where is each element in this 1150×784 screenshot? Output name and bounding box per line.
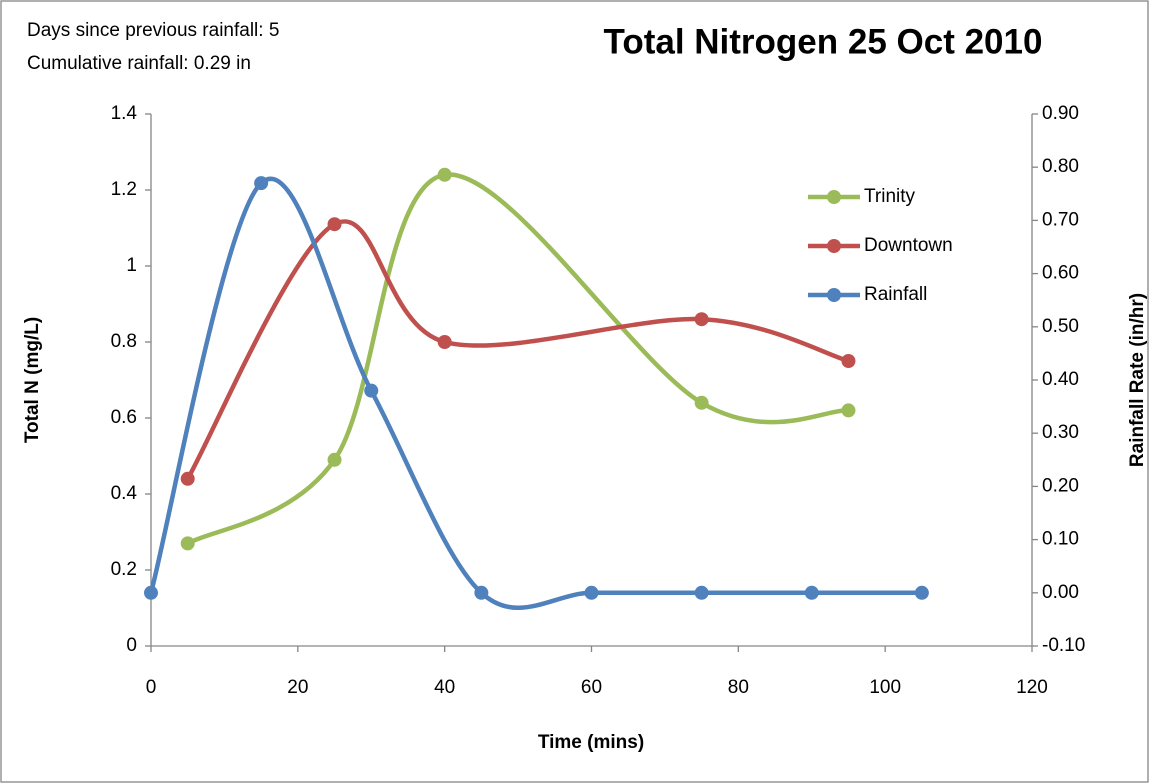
data-point xyxy=(144,585,158,600)
annotation: Days since previous rainfall: 5 xyxy=(27,20,279,41)
chart-title: Total Nitrogen 25 Oct 2010 xyxy=(604,22,1043,61)
data-point xyxy=(841,354,856,368)
y2-tick-label: -0.10 xyxy=(1042,635,1085,656)
y-tick-label: 0.4 xyxy=(111,483,138,504)
annotation: Cumulative rainfall: 0.29 in xyxy=(27,53,251,74)
x-axis-label: Time (mins) xyxy=(538,732,644,753)
data-point xyxy=(254,176,269,191)
data-point xyxy=(694,585,709,600)
x-tick-label: 0 xyxy=(146,677,157,698)
x-tick-label: 120 xyxy=(1016,677,1048,698)
y-tick-label: 0.2 xyxy=(111,559,137,580)
y2-tick-label: 0.90 xyxy=(1042,103,1079,124)
x-tick-label: 100 xyxy=(869,677,901,698)
y2-tick-label: 0.30 xyxy=(1042,422,1079,443)
y2-axis-label: Rainfall Rate (in/hr) xyxy=(1127,293,1148,467)
data-point xyxy=(364,383,379,398)
data-point xyxy=(804,585,819,600)
data-point xyxy=(327,452,342,467)
series-line xyxy=(148,176,925,611)
data-point xyxy=(327,217,342,232)
x-tick-label: 40 xyxy=(434,677,455,698)
legend-marker xyxy=(827,288,841,302)
x-tick-label: 80 xyxy=(728,677,749,698)
legend-marker xyxy=(827,190,841,204)
y-tick-label: 0.6 xyxy=(111,407,137,428)
y2-tick-label: 0.20 xyxy=(1042,475,1079,496)
y2-tick-label: 0.60 xyxy=(1042,263,1079,284)
y-tick-label: 1.2 xyxy=(111,179,137,200)
y2-tick-label: 0.10 xyxy=(1042,529,1079,550)
y-tick-label: 1.4 xyxy=(111,103,138,124)
y2-tick-label: 0.40 xyxy=(1042,369,1079,390)
y-tick-label: 1 xyxy=(126,255,137,276)
data-point xyxy=(584,585,599,600)
y2-tick-label: 0.80 xyxy=(1042,156,1079,177)
data-point xyxy=(437,167,452,182)
data-point xyxy=(474,585,489,600)
y-tick-label: 0.8 xyxy=(111,331,137,352)
legend-label: Rainfall xyxy=(864,284,927,305)
data-point xyxy=(914,585,929,600)
legend-label: Trinity xyxy=(864,186,916,207)
data-point xyxy=(841,403,856,418)
y2-tick-label: 0.50 xyxy=(1042,316,1079,337)
y-axis-label: Total N (mg/L) xyxy=(22,317,43,443)
legend-label: Downtown xyxy=(864,235,953,256)
data-point xyxy=(180,536,195,551)
x-tick-label: 60 xyxy=(581,677,602,698)
y2-tick-label: 0.00 xyxy=(1042,582,1079,603)
data-point xyxy=(437,335,452,349)
y-tick-label: 0 xyxy=(126,635,137,656)
x-tick-label: 20 xyxy=(287,677,308,698)
data-point xyxy=(180,471,195,486)
series-line xyxy=(185,219,851,482)
data-point xyxy=(694,395,709,410)
data-point xyxy=(694,312,709,327)
y2-tick-label: 0.70 xyxy=(1042,209,1079,230)
legend-marker xyxy=(827,239,841,253)
